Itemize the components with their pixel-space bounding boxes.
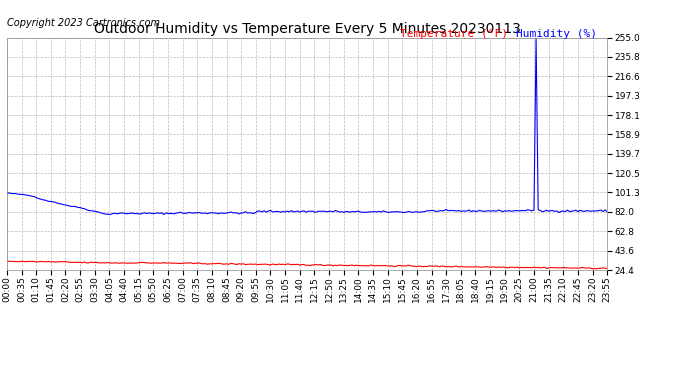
Title: Outdoor Humidity vs Temperature Every 5 Minutes 20230113: Outdoor Humidity vs Temperature Every 5 …	[94, 22, 520, 36]
Text: Copyright 2023 Cartronics.com: Copyright 2023 Cartronics.com	[7, 18, 160, 28]
Legend: Temperature (°F), Humidity (%): Temperature (°F), Humidity (%)	[394, 24, 602, 44]
